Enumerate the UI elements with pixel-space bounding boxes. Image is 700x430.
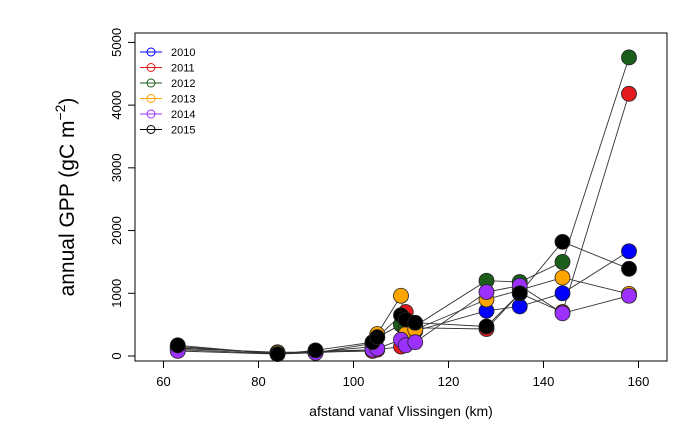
y-axis-title-close: )	[56, 98, 79, 105]
plot-frame	[134, 32, 668, 362]
legend-marker-2010	[146, 47, 156, 57]
x-tick-label: 80	[251, 374, 265, 389]
data-point-2012	[621, 49, 637, 66]
legend-label-2012: 2012	[171, 78, 195, 90]
data-point-2015	[511, 285, 528, 302]
y-axis: 0 1000 2000 3000 4000 5000	[109, 28, 135, 360]
data-point-2014	[621, 287, 637, 304]
data-point-2011	[621, 85, 637, 102]
legend-label-2015: 2015	[171, 125, 195, 137]
legend-marker-2012	[146, 78, 156, 88]
legend-label-2010: 2010	[171, 47, 195, 59]
legend-marker-2013	[146, 94, 156, 103]
y-tick-label: 0	[109, 352, 124, 359]
series-points	[169, 49, 637, 363]
data-point-2010	[621, 243, 637, 260]
data-point-2014	[478, 284, 495, 300]
x-tick-label: 100	[343, 374, 365, 389]
y-tick-label: 5000	[109, 28, 124, 57]
data-point-2015	[307, 342, 324, 359]
x-axis: 60 80 100 120 140 160	[156, 361, 649, 389]
data-point-2015	[269, 346, 286, 363]
legend-marker-2015	[146, 125, 156, 134]
legend-marker-2014	[146, 109, 156, 119]
data-point-2015	[369, 329, 386, 346]
y-tick-label: 2000	[109, 216, 124, 245]
x-tick-label: 140	[533, 374, 555, 389]
legend-marker-2011	[146, 63, 156, 72]
legend-label-2011: 2011	[171, 63, 195, 75]
legend-label-2013: 2013	[171, 94, 195, 106]
data-point-2010	[511, 298, 528, 315]
y-tick-label: 3000	[109, 153, 124, 182]
x-tick-label: 60	[156, 374, 170, 389]
data-point-2015	[478, 318, 495, 335]
data-point-2013	[393, 287, 409, 304]
legend-label-2014: 2014	[171, 109, 195, 121]
y-axis-title: annual GPP (gC m−2)	[52, 98, 79, 297]
data-point-2012	[554, 254, 571, 270]
legend: 2010 2011 2012 2013 2014 2015	[140, 47, 195, 137]
data-point-2015	[621, 260, 637, 277]
y-axis-title-exponent: −2	[52, 104, 68, 120]
data-point-2013	[554, 269, 571, 286]
y-tick-label: 1000	[109, 279, 124, 308]
data-point-2010	[554, 285, 571, 302]
x-tick-label: 120	[438, 374, 460, 389]
data-point-2015	[407, 314, 424, 331]
x-axis-title: afstand vanaf Vlissingen (km)	[309, 403, 493, 419]
data-point-2014	[554, 305, 571, 322]
data-point-2015	[554, 233, 571, 250]
data-point-2015	[169, 337, 186, 354]
data-point-2014	[407, 334, 424, 351]
y-axis-title-main: annual GPP (gC m	[56, 121, 79, 297]
y-tick-label: 4000	[109, 91, 124, 120]
x-tick-label: 160	[628, 374, 650, 389]
